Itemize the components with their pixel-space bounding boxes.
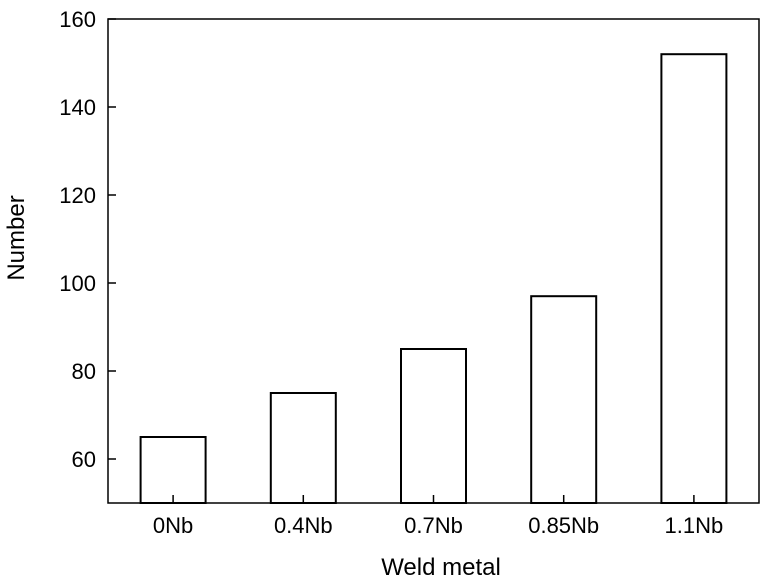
bar-0.85Nb <box>530 295 598 505</box>
y-axis-title: Number <box>3 195 30 280</box>
bar-0Nb <box>139 436 207 504</box>
x-tick-label: 0Nb <box>153 513 193 538</box>
x-axis-title: Weld metal <box>381 554 501 581</box>
y-tick-label: 100 <box>59 271 96 296</box>
x-tick-label: 1.1Nb <box>665 513 724 538</box>
bar-0.7Nb <box>400 348 467 504</box>
bar-0.4Nb <box>269 392 337 504</box>
y-axis: 60 80 100 120 140 160 <box>59 7 116 472</box>
y-tick-label: 60 <box>72 447 96 472</box>
x-tick-label: 0.4Nb <box>274 513 333 538</box>
bars-group <box>139 53 728 505</box>
x-tick-label: 0.85Nb <box>528 513 599 538</box>
y-tick-label: 80 <box>72 359 96 384</box>
bar-1.1Nb <box>660 53 728 504</box>
y-tick-label: 140 <box>59 95 96 120</box>
y-tick-label: 120 <box>59 183 96 208</box>
x-tick-label: 0.7Nb <box>404 513 463 538</box>
x-axis: 0Nb 0.4Nb 0.7Nb 0.85Nb 1.1Nb <box>153 495 723 538</box>
y-tick-label: 160 <box>59 7 96 32</box>
